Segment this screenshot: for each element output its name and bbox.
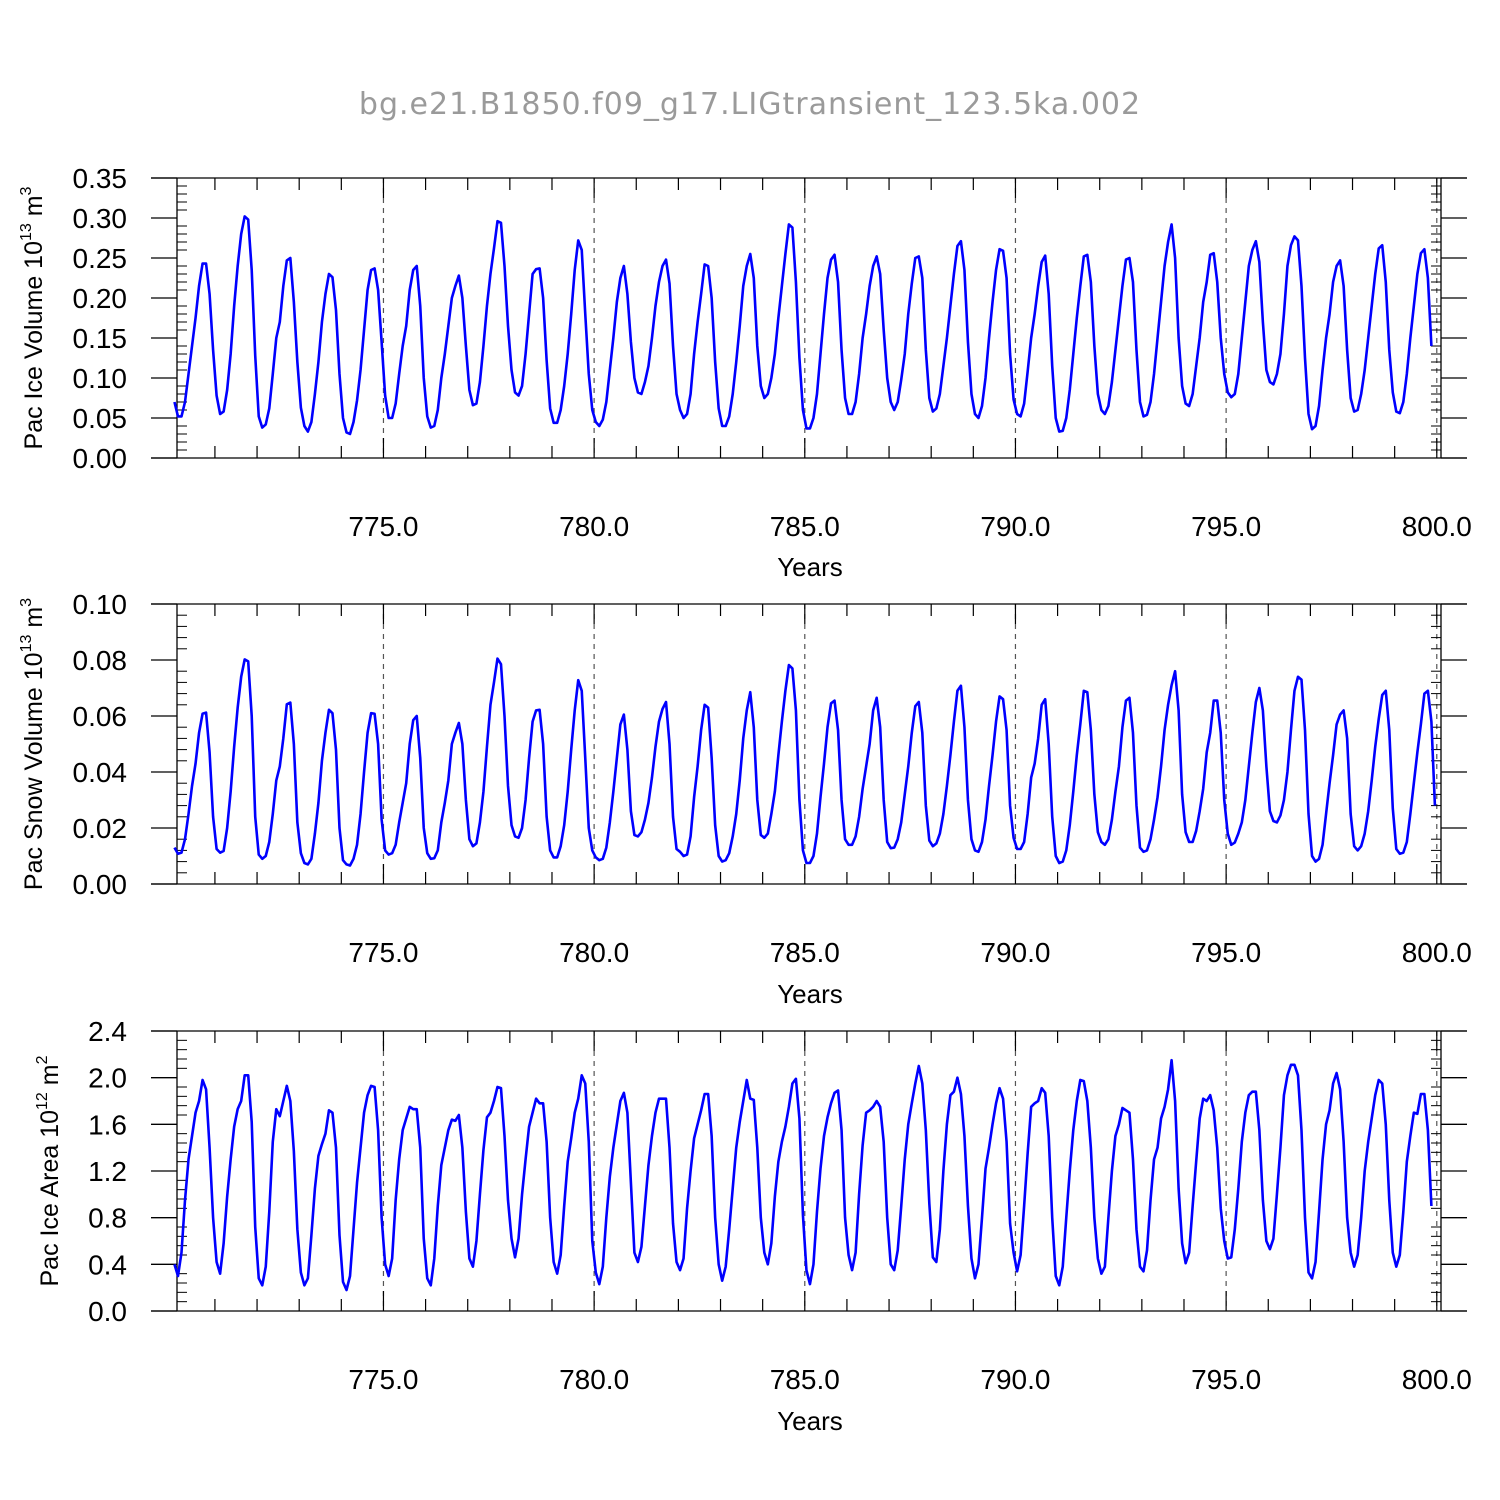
panel0-ytick-label-2: 0.10: [73, 363, 128, 394]
panel1-ytick-label-1: 0.02: [73, 813, 128, 844]
panel2-ytick-label-5: 2.0: [88, 1063, 127, 1094]
panel1-xtick-label-3: 790.0: [980, 937, 1050, 968]
panel2-y-axis-label: Pac Ice Area 1012 m2: [34, 1055, 64, 1286]
panel2-ytick-label-0: 0.0: [88, 1296, 127, 1327]
panel0-xtick-label-5: 800.0: [1402, 511, 1472, 542]
panel2-ytick-label-1: 0.4: [88, 1249, 127, 1280]
panel1-ytick-label-2: 0.04: [73, 757, 128, 788]
panel0-series-line: [173, 215, 1433, 436]
panel2-xtick-label-1: 780.0: [559, 1364, 629, 1395]
panel1-xtick-label-5: 800.0: [1402, 937, 1472, 968]
panel2-xtick-label-2: 785.0: [770, 1364, 840, 1395]
panel1-ytick-label-5: 0.10: [73, 589, 128, 620]
panel0-ytick-label-1: 0.05: [73, 403, 128, 434]
panel0-ytick-label-7: 0.35: [73, 163, 128, 194]
panel0-ytick-label-6: 0.30: [73, 203, 128, 234]
panel2-xtick-label-0: 775.0: [348, 1364, 418, 1395]
panel1-xtick-label-1: 780.0: [559, 937, 629, 968]
panel0-xtick-label-1: 780.0: [559, 511, 629, 542]
panel0-xtick-label-4: 795.0: [1191, 511, 1261, 542]
panel2-xtick-label-4: 795.0: [1191, 1364, 1261, 1395]
panel2-ytick-label-3: 1.2: [88, 1156, 127, 1187]
panel-ice-area: 0.0 0.4 0.8 1.2 1.6 2.0 2.4 775.0 780.0 785.0 790.…: [34, 1016, 1472, 1436]
panel2-ytick-label-4: 1.6: [88, 1109, 127, 1140]
panel1-ytick-label-4: 0.08: [73, 645, 128, 676]
panel0-ytick-label-3: 0.15: [73, 323, 128, 354]
panel0-ytick-label-5: 0.25: [73, 243, 128, 274]
panel2-ytick-label-2: 0.8: [88, 1203, 127, 1234]
figure-title: bg.e21.B1850.f09_g17.LIGtransient_123.5k…: [359, 87, 1141, 122]
panel2-series-line: [173, 1058, 1433, 1292]
panel1-xtick-label-4: 795.0: [1191, 937, 1261, 968]
panel2-xtick-label-5: 800.0: [1402, 1364, 1472, 1395]
panel0-xtick-label-3: 790.0: [980, 511, 1050, 542]
panel1-ytick-label-0: 0.00: [73, 869, 128, 900]
panel0-ytick-label-4: 0.20: [73, 283, 128, 314]
panel2-xtick-label-3: 790.0: [980, 1364, 1050, 1395]
panel-snow-volume: 0.00 0.02 0.04 0.06 0.08 0.10 775.0 780.0 785.0 7…: [18, 589, 1472, 1009]
panel2-ytick-label-6: 2.4: [88, 1016, 127, 1047]
panel1-ytick-label-3: 0.06: [73, 701, 128, 732]
panel1-x-axis-label: Years: [777, 979, 843, 1009]
panel0-xtick-label-0: 775.0: [348, 511, 418, 542]
panel0-y-axis-label: Pac Ice Volume 1013 m3: [18, 186, 48, 449]
panel-ice-volume: 0.00 0.05 0.10 0.15 0.20 0.25 0.30 0.35 775.0 780…: [18, 163, 1472, 582]
panel2-x-axis-label: Years: [777, 1406, 843, 1436]
panel0-ytick-label-0: 0.00: [73, 443, 128, 474]
panel1-series-line: [173, 657, 1437, 867]
panel0-xtick-label-2: 785.0: [770, 511, 840, 542]
panel0-x-axis-label: Years: [777, 552, 843, 582]
panel1-xtick-label-0: 775.0: [348, 937, 418, 968]
panel1-xtick-label-2: 785.0: [770, 937, 840, 968]
panel1-y-axis-label: Pac Snow Volume 1013 m3: [18, 598, 48, 890]
